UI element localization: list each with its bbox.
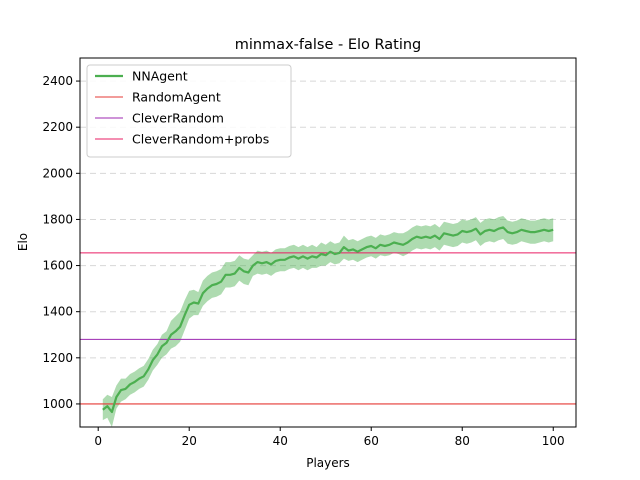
y-tick-label: 1200 xyxy=(42,351,73,365)
y-tick-label: 1600 xyxy=(42,259,73,273)
y-tick-label: 2400 xyxy=(42,74,73,88)
legend-label: CleverRandom xyxy=(132,111,224,126)
x-tick-label: 40 xyxy=(273,434,288,448)
plot-frame xyxy=(79,57,577,428)
legend-box xyxy=(86,64,292,158)
confidence-band xyxy=(102,216,554,427)
legend: NNAgent RandomAgent CleverRandom CleverRand… xyxy=(86,64,292,158)
y-axis: 1000 1200 1400 1600 1800 2000 2200 2400 xyxy=(42,74,80,411)
y-tick-label: 2200 xyxy=(42,120,73,134)
series-lines xyxy=(102,226,554,414)
x-tick-label: 80 xyxy=(455,434,470,448)
y-tick-label: 1800 xyxy=(42,212,73,226)
legend-label: RandomAgent xyxy=(132,90,221,105)
nnagent-band xyxy=(102,216,554,427)
legend-label: CleverRandom+probs xyxy=(132,132,269,147)
y-axis-label: Elo xyxy=(16,233,30,251)
legend-label: NNAgent xyxy=(132,69,188,84)
x-axis-label: Players xyxy=(306,456,350,470)
x-tick-label: 0 xyxy=(94,434,102,448)
chart-title: minmax-false - Elo Rating xyxy=(235,37,422,53)
y-tick-label: 1400 xyxy=(42,305,73,319)
x-tick-label: 100 xyxy=(542,434,565,448)
x-tick-label: 20 xyxy=(182,434,197,448)
y-tick-label: 1000 xyxy=(42,397,73,411)
x-tick-label: 60 xyxy=(364,434,379,448)
x-axis: 0 20 40 60 80 100 xyxy=(94,427,565,448)
y-tick-label: 2000 xyxy=(42,166,73,180)
nnagent-line xyxy=(102,226,554,414)
